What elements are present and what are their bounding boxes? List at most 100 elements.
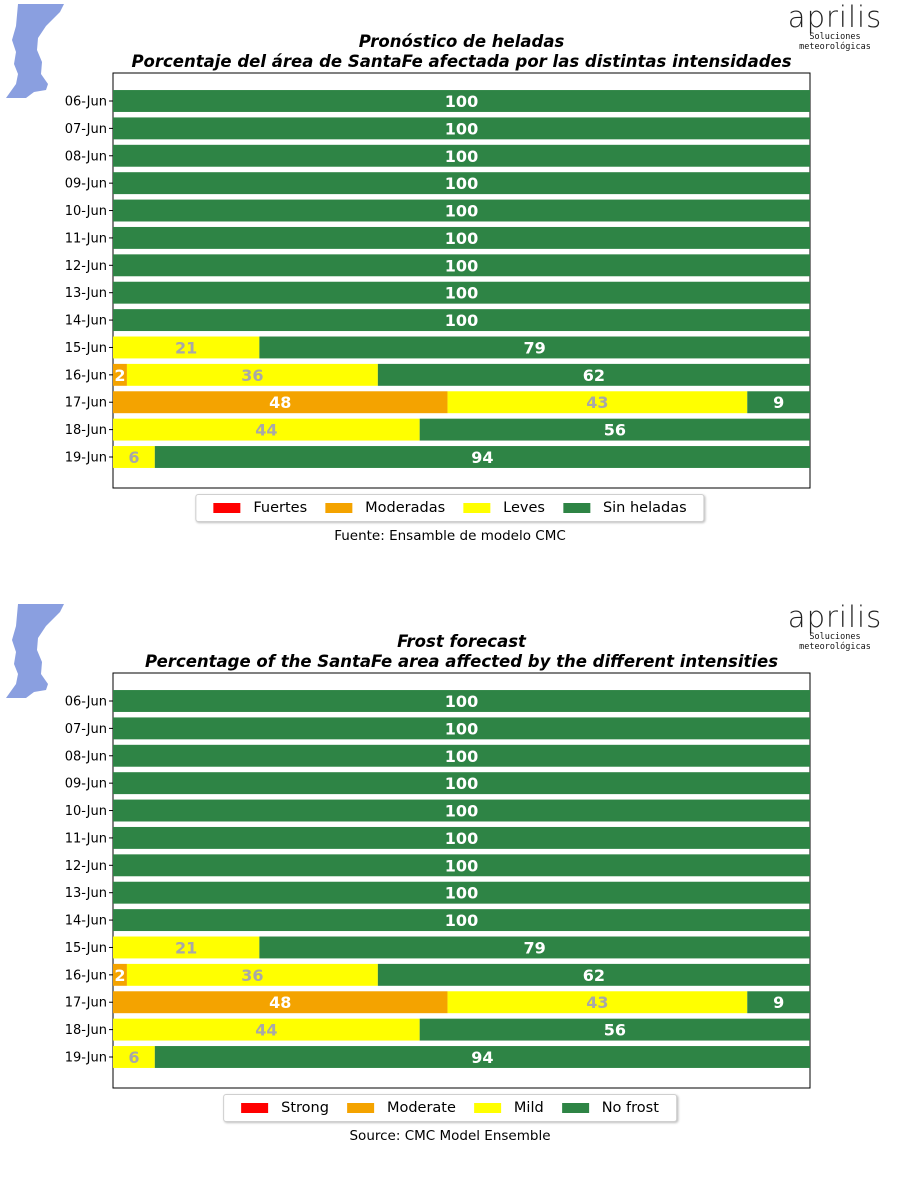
legend-label: Sin heladas <box>602 500 687 516</box>
bar-none <box>419 418 810 441</box>
bar-none <box>113 254 810 277</box>
bar-none <box>113 90 810 112</box>
legend-label: Strong <box>281 1100 329 1116</box>
brand-name: aprilis <box>787 600 883 634</box>
bar-value-label: 100 <box>445 747 478 766</box>
bar-value-label: 100 <box>445 229 478 248</box>
bar-mild <box>447 991 748 1014</box>
bar-moderate <box>113 391 448 414</box>
bar-none <box>259 336 810 359</box>
y-tick-label: 17-Jun <box>65 396 107 411</box>
bar-mild <box>113 446 155 468</box>
y-tick-label: 11-Jun <box>65 231 107 246</box>
chart-source: Source: CMC Model Ensemble <box>349 1128 551 1144</box>
y-tick-label: 07-Jun <box>65 122 107 137</box>
bar-none <box>113 744 810 767</box>
y-tick-label: 16-Jun <box>65 968 107 983</box>
bar-value-label: 100 <box>445 802 478 821</box>
y-tick-label: 15-Jun <box>65 341 107 356</box>
bar-value-label: 100 <box>445 856 478 875</box>
bar-none <box>259 936 810 959</box>
santafe-map-icon <box>6 4 64 98</box>
chart-legend: Strong Moderate Mild No frost <box>223 1094 677 1122</box>
legend-label: Mild <box>513 1100 544 1116</box>
chart-title-line2: Porcentaje del área de SantaFe afectada … <box>131 52 792 71</box>
bar-mild <box>126 963 378 986</box>
bar-none <box>113 826 810 849</box>
y-tick-label: 10-Jun <box>65 804 107 819</box>
bar-none <box>377 363 810 386</box>
bar-value-label: 21 <box>175 338 197 357</box>
bar-value-label: 21 <box>175 938 197 957</box>
bar-value-label: 43 <box>586 393 608 412</box>
legend-swatch-moderate <box>325 503 353 513</box>
bar-none <box>113 717 810 740</box>
bar-value-label: 94 <box>471 1048 493 1067</box>
bar-value-label: 100 <box>445 774 478 793</box>
legend-label: Leves <box>503 500 545 516</box>
bar-none <box>113 226 810 249</box>
bar-none <box>113 117 810 140</box>
y-tick-label: 08-Jun <box>65 749 107 764</box>
y-tick-label: 12-Jun <box>65 859 107 874</box>
bar-value-label: 44 <box>255 1021 277 1040</box>
frost-bar-chart: 06-Jun 100 07-Jun 100 08-Jun 100 09-Jun 100 10-J… <box>65 672 811 1089</box>
bar-value-label: 100 <box>445 202 478 221</box>
brand-logo: aprilis Soluciones meteorológicas <box>774 602 896 652</box>
bar-value-label: 48 <box>269 393 291 412</box>
legend-swatch-none <box>562 503 590 513</box>
legend-item-mild: Mild <box>473 1100 544 1116</box>
bar-none <box>419 1018 810 1041</box>
bar-value-label: 2 <box>114 366 125 385</box>
y-tick-label: 17-Jun <box>65 996 107 1011</box>
bar-none <box>747 391 810 414</box>
chart-title-line2: Percentage of the SantaFe area affected … <box>144 652 779 671</box>
legend-item-moderate: Moderadas <box>325 500 445 516</box>
bar-none <box>113 881 810 904</box>
bar-value-label: 100 <box>445 884 478 903</box>
bar-value-label: 100 <box>445 92 478 111</box>
frost-bar-chart: 06-Jun 100 07-Jun 100 08-Jun 100 09-Jun 100 10-J… <box>65 72 811 489</box>
bar-value-label: 9 <box>773 393 784 412</box>
bar-value-label: 100 <box>445 311 478 330</box>
bar-none <box>113 799 810 822</box>
bar-none <box>747 991 810 1014</box>
y-tick-label: 16-Jun <box>65 368 107 383</box>
bar-value-label: 36 <box>241 966 263 985</box>
bar-value-label: 6 <box>128 448 139 467</box>
bar-value-label: 9 <box>773 993 784 1012</box>
bar-moderate <box>113 963 127 986</box>
legend-item-none: No frost <box>561 1100 659 1116</box>
legend-item-strong: Strong <box>241 1100 329 1116</box>
legend-swatch-moderate <box>346 1103 374 1113</box>
chart-title-line1: Pronóstico de heladas <box>358 32 565 51</box>
bar-value-label: 62 <box>583 966 605 985</box>
chart-title: Pronóstico de heladas Porcentaje del áre… <box>113 32 810 72</box>
bar-value-label: 100 <box>445 284 478 303</box>
bar-value-label: 100 <box>445 174 478 193</box>
bar-value-label: 100 <box>445 256 478 275</box>
bar-none <box>113 281 810 304</box>
bar-value-label: 94 <box>471 448 493 467</box>
bar-mild <box>113 336 260 359</box>
legend-label: Fuertes <box>253 500 308 516</box>
bar-value-label: 36 <box>241 366 263 385</box>
bar-none <box>113 772 810 795</box>
bar-value-label: 48 <box>269 993 291 1012</box>
y-tick-label: 13-Jun <box>65 886 107 901</box>
bar-value-label: 100 <box>445 692 478 711</box>
bar-none <box>113 909 810 932</box>
bar-value-label: 79 <box>524 338 546 357</box>
y-tick-label: 15-Jun <box>65 941 107 956</box>
bar-moderate <box>113 363 127 386</box>
y-tick-label: 09-Jun <box>65 177 107 192</box>
santafe-map-icon <box>6 604 64 698</box>
bar-value-label: 44 <box>255 421 277 440</box>
bar-moderate <box>113 991 448 1014</box>
chart-source: Fuente: Ensamble de modelo CMC <box>334 528 566 544</box>
chart-panel-english: aprilis Soluciones meteorológicas Frost … <box>0 600 900 1200</box>
bar-value-label: 43 <box>586 993 608 1012</box>
y-tick-label: 06-Jun <box>65 695 107 710</box>
y-tick-label: 12-Jun <box>65 259 107 274</box>
brand-name: aprilis <box>787 0 883 34</box>
